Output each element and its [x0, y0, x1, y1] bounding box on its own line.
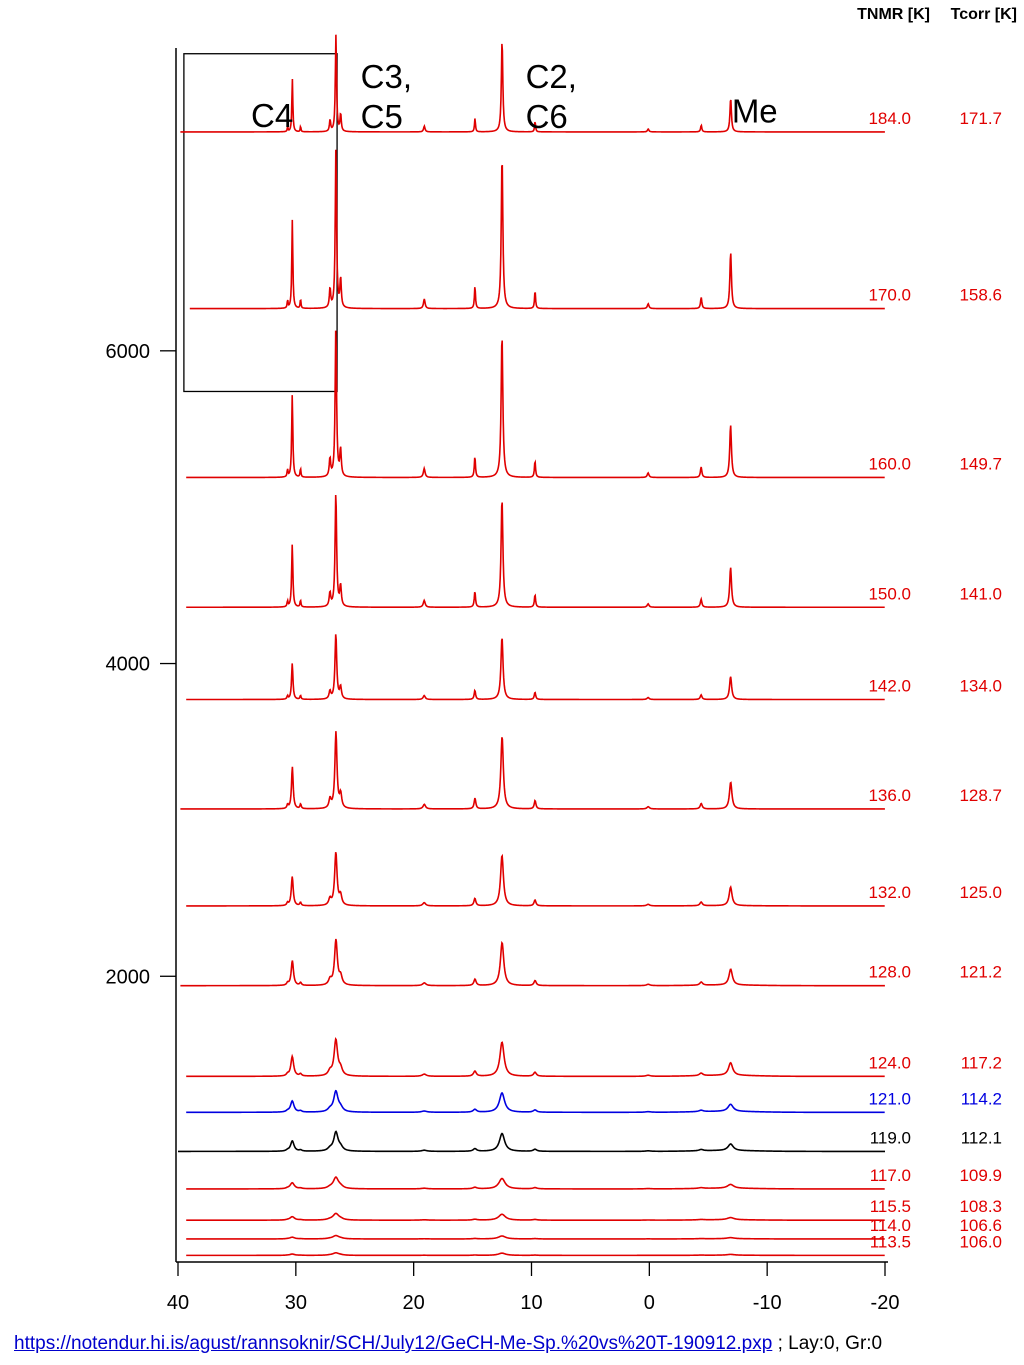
tcorr-label: 149.7	[959, 454, 1002, 473]
spectrum-trace-170.0	[189, 149, 885, 310]
tnmr-label: 124.0	[868, 1053, 911, 1072]
tcorr-label: 108.3	[959, 1197, 1002, 1216]
axes-layer: 40 30 20 10 0 -10 -20 2000 4000 6000	[106, 48, 900, 1314]
tcorr-label: 109.9	[959, 1166, 1002, 1185]
tcorr-label: 125.0	[959, 883, 1002, 902]
spectrum-trace-142.0	[186, 634, 885, 701]
tcorr-label: 134.0	[959, 677, 1002, 696]
tnmr-label: 128.0	[868, 963, 911, 982]
layer-graph-info: ; Lay:0, Gr:0	[772, 1333, 883, 1354]
tcorr-label: 106.6	[959, 1216, 1002, 1235]
spectrum-trace-121.0	[186, 1089, 885, 1114]
footer: https://notendur.hi.is/agust/rannsoknir/…	[14, 1333, 882, 1355]
y-tick-label: 6000	[106, 341, 151, 363]
spectrum-trace-136.0	[180, 731, 885, 810]
spectrum-trace-128.0	[180, 938, 885, 987]
tcorr-label: 106.0	[959, 1232, 1002, 1251]
tnmr-label: 117.0	[870, 1166, 911, 1185]
x-tick-label: 30	[285, 1292, 307, 1314]
tcorr-label: 112.1	[961, 1128, 1002, 1147]
spectrum-trace-150.0	[186, 494, 885, 609]
tnmr-label: 150.0	[868, 584, 911, 603]
x-tick-label: -10	[753, 1292, 782, 1314]
tcorr-label: 158.6	[959, 286, 1002, 305]
peak-label: C3,	[361, 58, 412, 95]
tnmr-label: 170.0	[868, 286, 911, 305]
tcorr-label: 114.2	[961, 1089, 1002, 1108]
tnmr-label: 136.0	[868, 786, 911, 805]
peak-label: C4	[251, 97, 293, 134]
labels-layer: 184.0 171.7 170.0 158.6 160.0 149.7 150.0 141.0…	[251, 6, 1017, 1251]
column-header-tcorr: Tcorr [K]	[951, 6, 1017, 23]
spectrum-trace-117.0	[186, 1176, 885, 1190]
peak-label: Me	[732, 93, 778, 130]
y-tick-label: 4000	[106, 654, 151, 676]
x-tick-label: 0	[644, 1292, 655, 1314]
tnmr-label: 121.0	[868, 1089, 911, 1108]
spectrum-trace-160.0	[186, 330, 885, 479]
spectra-layer	[178, 34, 885, 1257]
peak-label: C6	[526, 98, 568, 135]
tnmr-label: 119.0	[870, 1128, 911, 1147]
spectrum-trace-132.0	[186, 851, 885, 907]
spectrum-trace-184.0	[180, 34, 885, 133]
spectrum-trace-119.0	[178, 1130, 885, 1153]
x-tick-label: 20	[403, 1292, 425, 1314]
tnmr-label: 184.0	[868, 109, 911, 128]
tcorr-label: 121.2	[959, 963, 1002, 982]
tcorr-label: 117.2	[961, 1053, 1002, 1072]
x-tick-label: 40	[167, 1292, 189, 1314]
stacked-nmr-spectra-chart: 40 30 20 10 0 -10 -20 2000 4000 6000 184.0 171.7 17…	[106, 6, 1018, 1314]
peak-label: C2,	[526, 58, 577, 95]
y-tick-label: 2000	[106, 966, 151, 988]
tnmr-label: 142.0	[868, 677, 911, 696]
tnmr-label: 115.5	[870, 1197, 911, 1216]
spectrum-trace-115.5	[186, 1212, 885, 1221]
tnmr-label: 160.0	[868, 454, 911, 473]
spectrum-trace-114.0	[186, 1234, 885, 1240]
x-tick-label: 10	[520, 1292, 542, 1314]
tnmr-label: 113.5	[870, 1232, 911, 1251]
peak-label: C5	[361, 98, 403, 135]
spectrum-trace-113.5	[186, 1251, 885, 1257]
tcorr-label: 171.7	[959, 109, 1002, 128]
source-file-link[interactable]: https://notendur.hi.is/agust/rannsoknir/…	[14, 1333, 773, 1354]
x-tick-label: -20	[871, 1292, 900, 1314]
tcorr-label: 128.7	[959, 786, 1002, 805]
column-header-tnmr: TNMR [K]	[857, 6, 930, 23]
tnmr-label: 132.0	[868, 883, 911, 902]
spectrum-trace-124.0	[186, 1037, 885, 1078]
tnmr-label: 114.0	[870, 1216, 911, 1235]
tcorr-label: 141.0	[959, 584, 1002, 603]
